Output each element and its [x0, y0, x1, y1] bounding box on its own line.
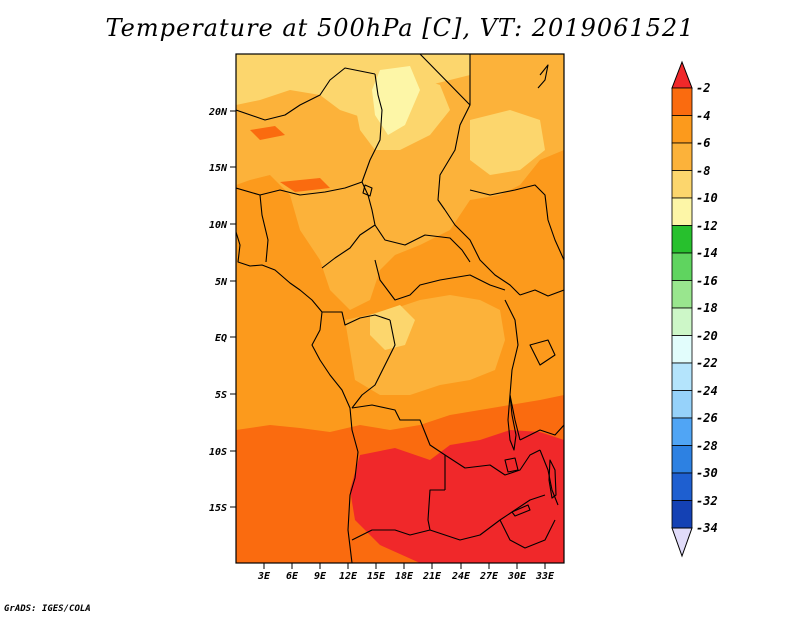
border-nigeria-chad: [321, 181, 376, 269]
border-car-chad: [374, 224, 471, 263]
lat-label-5s: 5S: [215, 390, 227, 401]
lon-label-24e: 24E: [451, 571, 471, 582]
border-tanzania: [519, 424, 564, 441]
red-sea-coast: [537, 64, 549, 89]
colorbar-label-minus16: -16: [696, 274, 718, 288]
lon-label-12e: 12E: [339, 571, 358, 582]
grads-credit: GrADS: IGES/COLA: [4, 604, 91, 614]
colorbar-label-minus4: -4: [696, 109, 710, 123]
border-car-south: [374, 259, 506, 301]
lon-label-27e: 27E: [479, 571, 499, 582]
colorbar-swatch-14: [671, 445, 693, 474]
map-frame: [235, 53, 565, 564]
colorbar-swatch-7: [671, 252, 693, 281]
lon-label-33e: 33E: [535, 571, 555, 582]
colorbar-bottom-arrow: [671, 527, 693, 558]
lat-label-20n: 20N: [208, 107, 228, 118]
colorbar-swatch-12: [671, 390, 693, 419]
colorbar-swatch-6: [671, 225, 693, 254]
border-ethiopia: [519, 289, 564, 297]
colorbar-label-minus14: -14: [696, 246, 718, 260]
colorbar-label-minus12: -12: [696, 219, 718, 233]
field-spot-north-2: [280, 178, 330, 192]
lake-mweru: [504, 457, 519, 473]
colorbar-top-arrow: [671, 60, 693, 89]
colorbar-label-minus24: -24: [696, 384, 718, 398]
colorbar-swatch-11: [671, 362, 693, 391]
lon-label-3e: 3E: [257, 571, 271, 582]
field-spot-north-1: [250, 126, 285, 140]
colorbar-swatch-2: [671, 115, 693, 144]
border-east-sudan: [469, 184, 564, 261]
colorbar-label-minus34: -34: [696, 521, 718, 535]
colorbar-label-minus8: -8: [696, 164, 710, 178]
lon-label-18e: 18E: [395, 571, 414, 582]
colorbar-swatch-5: [671, 197, 693, 226]
lon-label-30e: 30E: [507, 571, 527, 582]
colorbar-swatch-9: [671, 307, 693, 336]
lat-axis: 20N 15N 10N 5N EQ 5S 10S 15S: [208, 107, 236, 514]
colorbar-swatch-8: [671, 280, 693, 309]
border-drc-angola: [351, 404, 446, 490]
border-chad-north: [361, 73, 383, 183]
border-libya-sudan: [236, 67, 376, 121]
colorbar-label-minus22: -22: [696, 356, 718, 370]
lake-tanganyika: [507, 394, 517, 451]
temperature-field: [236, 54, 564, 563]
lon-label-6e: 6E: [286, 571, 299, 582]
colorbar-label-minus26: -26: [696, 411, 718, 425]
colorbar-label-minus18: -18: [696, 301, 718, 315]
lon-label-21e: 21E: [422, 571, 442, 582]
coastline-west: [236, 231, 359, 563]
lake-victoria: [529, 339, 556, 366]
border-zambia-east: [444, 449, 541, 476]
lat-label-5n: 5N: [215, 277, 228, 288]
lake-kariba: [511, 504, 531, 517]
field-zone-minus10-central: [370, 305, 415, 350]
border-zimbabwe: [499, 519, 556, 549]
colorbar-label-minus10: -10: [696, 191, 718, 205]
lat-label-10n: 10N: [209, 220, 228, 231]
colorbar-swatch-15: [671, 472, 693, 501]
border-sudan-south: [444, 209, 521, 296]
lat-label-eq: EQ: [215, 333, 227, 344]
country-borders: [236, 54, 564, 563]
field-zone-minus2-south: [350, 430, 564, 563]
field-zone-minus10-east: [470, 110, 545, 175]
lon-axis: 3E 6E 9E 12E 15E 18E 21E 24E 27E 30E 33E: [257, 563, 555, 582]
lat-label-15s: 15S: [209, 503, 227, 514]
lake-malawi: [548, 459, 557, 499]
colorbar-swatch-16: [671, 500, 693, 529]
lon-label-9e: 9E: [314, 571, 327, 582]
lat-label-15n: 15N: [209, 163, 228, 174]
colorbar-swatch-1: [671, 87, 693, 116]
colorbar: -2 -4 -6 -8 -10 -12 -14 -16 -18 -20 -22 …: [671, 60, 718, 558]
colorbar-swatch-3: [671, 142, 693, 171]
border-angola-zambia: [351, 489, 445, 541]
border-sudan-west: [437, 104, 471, 211]
colorbar-label-minus32: -32: [696, 494, 718, 508]
border-drc-east: [504, 299, 521, 441]
border-benin-niger: [259, 194, 269, 263]
lat-label-10s: 10S: [209, 447, 227, 458]
border-congo-drc: [351, 319, 396, 409]
colorbar-label-minus20: -20: [696, 329, 718, 343]
field-zone-minus12: [372, 66, 420, 135]
colorbar-label-minus2: -2: [696, 81, 710, 95]
colorbar-label-minus6: -6: [696, 136, 710, 150]
colorbar-label-minus28: -28: [696, 439, 718, 453]
lon-label-15e: 15E: [367, 571, 386, 582]
border-malawi: [539, 449, 559, 506]
colorbar-swatch-13: [671, 417, 693, 446]
colorbar-swatch-4: [671, 170, 693, 199]
colorbar-label-minus30: -30: [696, 466, 718, 480]
border-cameroon-gabon: [322, 311, 391, 326]
colorbar-swatch-10: [671, 335, 693, 364]
map-title: Temperature at 500hPa [C], VT: 201906152…: [105, 14, 695, 42]
lake-chad: [362, 184, 373, 197]
